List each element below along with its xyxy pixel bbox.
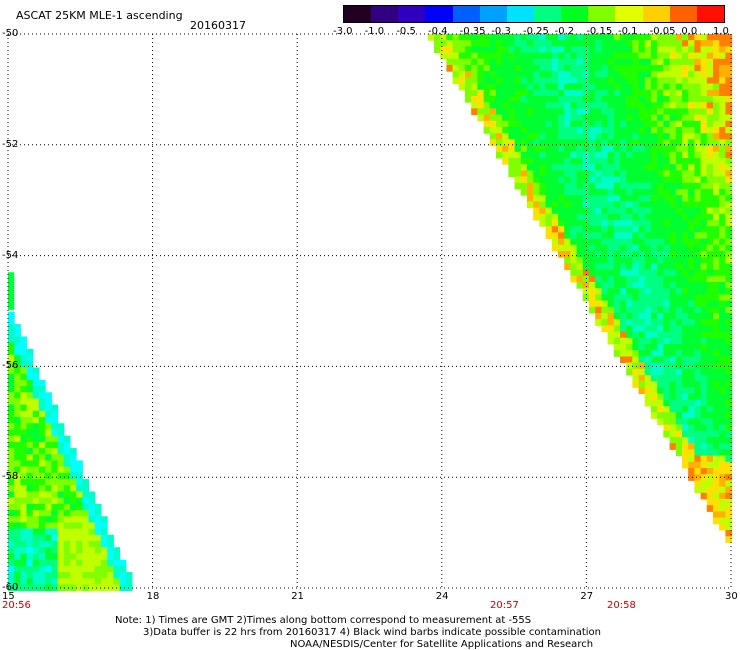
- colorbar-label: -0.15: [586, 26, 613, 37]
- colorbar-label: -0.3: [491, 26, 511, 37]
- colorbar-swatch: [669, 6, 697, 22]
- colorbar-label: -0.4: [428, 26, 448, 37]
- colorbar: [343, 5, 725, 23]
- colorbar-swatch: [452, 6, 480, 22]
- colorbar-label: -0.35: [459, 26, 486, 37]
- longitude-label: 30: [725, 591, 738, 602]
- latitude-label: -56: [2, 360, 19, 372]
- colorbar-swatch: [533, 6, 562, 22]
- note-line-1: Note: 1) Times are GMT 2)Times along bot…: [115, 615, 532, 626]
- colorbar-swatch: [615, 6, 643, 22]
- longitude-label: 24: [435, 591, 449, 602]
- colorbar-swatch: [588, 6, 616, 22]
- colorbar-swatch: [561, 6, 589, 22]
- colorbar-label: -0.2: [554, 26, 575, 37]
- longitude-label: 18: [146, 591, 160, 602]
- note-line-2: 3)Data buffer is 22 hrs from 20160317 4)…: [143, 627, 601, 638]
- colorbar-swatch: [479, 6, 507, 22]
- colorbar-label: 0.0: [681, 26, 698, 37]
- swath-pixels: [8, 34, 733, 592]
- longitude-label: 15: [2, 591, 15, 602]
- time-label-3: 20:58: [607, 600, 636, 611]
- colorbar-label: 1.0: [713, 26, 729, 37]
- colorbar-label: -3.0: [333, 26, 353, 37]
- colorbar-label: -0.1: [618, 26, 638, 37]
- colorbar-label: -0.25: [523, 26, 549, 37]
- colorbar-swatch: [344, 6, 372, 22]
- latitude-label: -60: [2, 582, 19, 593]
- time-label-2: 20:57: [490, 600, 519, 611]
- colorbar-label: -0.5: [396, 26, 416, 37]
- colorbar-swatch: [506, 6, 534, 22]
- graticule: [7, 33, 732, 589]
- map-date: 20160317: [190, 19, 246, 32]
- longitude-label: 27: [580, 591, 594, 602]
- colorbar-label: -1.0: [364, 26, 385, 37]
- colorbar-swatch: [398, 6, 426, 22]
- colorbar-swatch: [425, 6, 453, 22]
- latitude-label: -54: [2, 249, 19, 261]
- colorbar-swatch: [642, 6, 670, 22]
- time-label-1: 20:56: [2, 600, 31, 611]
- longitude-label: 21: [291, 591, 304, 602]
- latitude-label: -50: [2, 28, 19, 39]
- latitude-label: -58: [2, 471, 19, 483]
- map-title: ASCAT 25KM MLE-1 ascending: [16, 9, 183, 22]
- colorbar-swatch: [371, 6, 399, 22]
- colorbar-swatch: [696, 6, 724, 22]
- colorbar-label: -0.05: [649, 26, 676, 37]
- note-line-3: NOAA/NESDIS/Center for Satellite Applica…: [290, 639, 594, 650]
- latitude-label: -52: [2, 138, 19, 150]
